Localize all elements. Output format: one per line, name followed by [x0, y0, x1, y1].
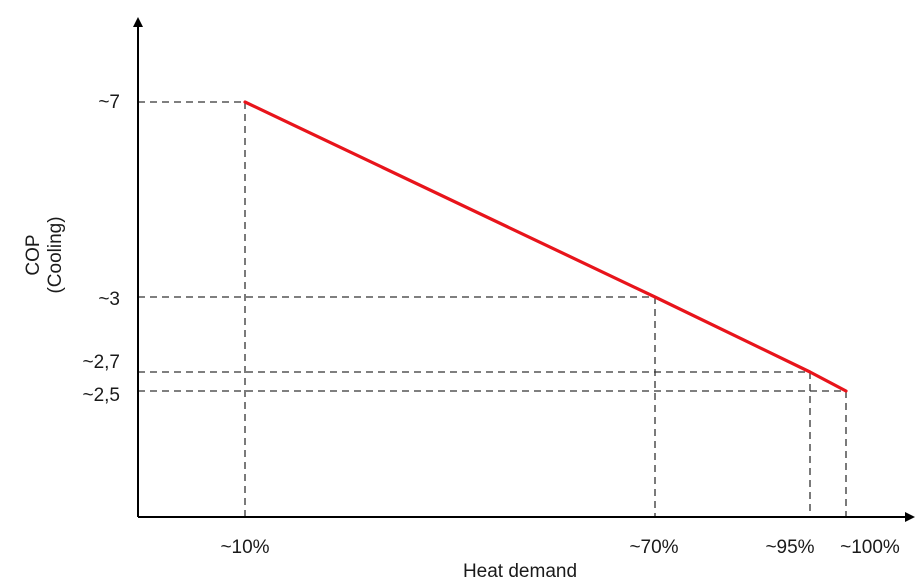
x-tick-label: ~95%	[765, 537, 814, 558]
x-axis-title: Heat demand	[463, 561, 577, 582]
axes	[133, 17, 915, 522]
x-tick-label: ~10%	[220, 537, 269, 558]
y-axis-title-line1: COP	[23, 234, 44, 275]
y-tick-label: ~2,5	[82, 385, 120, 406]
cop-line	[243, 100, 848, 393]
y-axis-title: COP (Cooling)	[23, 216, 66, 293]
y-tick-label: ~7	[98, 92, 120, 113]
x-tick-label: ~100%	[840, 537, 900, 558]
series	[243, 100, 848, 393]
y-tick-label: ~3	[98, 289, 120, 310]
tick-labels: ~7 ~3 ~2,7 ~2,5 ~10% ~70% ~95% ~100%	[82, 92, 899, 558]
y-tick-label: ~2,7	[82, 352, 120, 373]
guide-lines	[138, 101, 847, 517]
y-axis-title-line2: (Cooling)	[45, 216, 66, 293]
x-tick-label: ~70%	[629, 537, 678, 558]
